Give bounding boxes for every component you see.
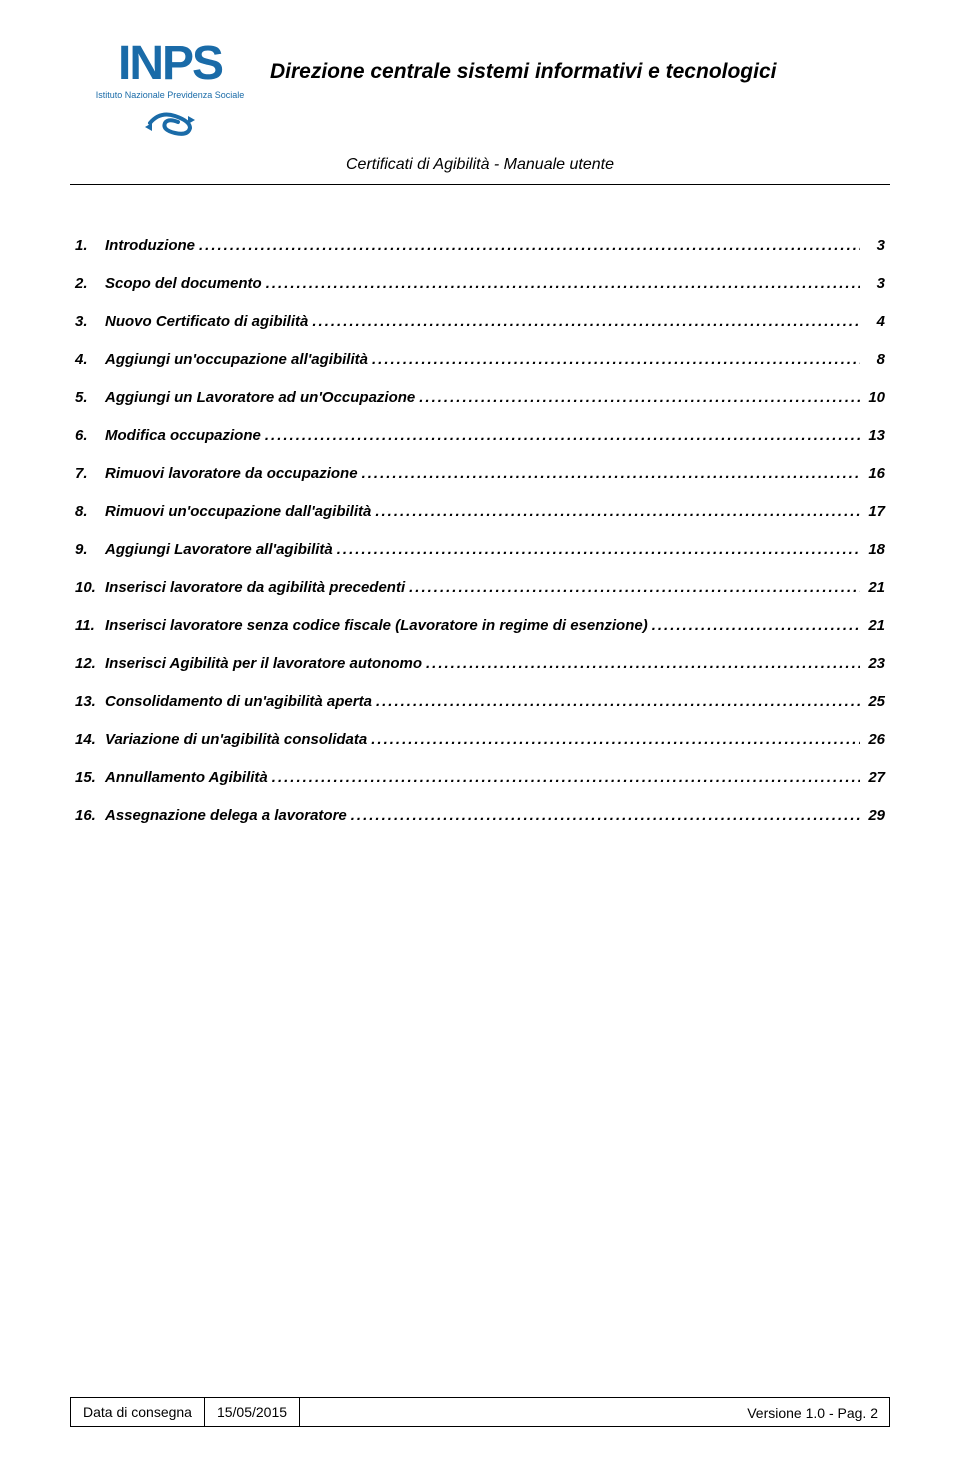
toc-title: Consolidamento di un'agibilità aperta [105, 691, 372, 712]
toc-number: 8. [75, 501, 105, 522]
toc-page: 21 [860, 615, 885, 636]
toc-page: 3 [860, 273, 885, 294]
toc-dots [415, 387, 860, 408]
toc-number: 16. [75, 805, 105, 826]
toc-entry: 2. Scopo del documento 3 [75, 273, 885, 294]
toc-entry: 5. Aggiungi un Lavoratore ad un'Occupazi… [75, 387, 885, 408]
toc-dots [405, 577, 860, 598]
toc-number: 4. [75, 349, 105, 370]
toc-dots [368, 349, 860, 370]
toc-number: 1. [75, 235, 105, 256]
toc-title: Scopo del documento [105, 273, 262, 294]
toc-page: 21 [860, 577, 885, 598]
toc-dots [422, 653, 860, 674]
page-header: INPS Istituto Nazionale Previdenza Socia… [70, 40, 890, 141]
toc-page: 27 [860, 767, 885, 788]
toc-number: 3. [75, 311, 105, 332]
document-subtitle: Certificati di Agibilità - Manuale utent… [70, 156, 890, 174]
toc-page: 29 [860, 805, 885, 826]
toc-dots [195, 235, 860, 256]
toc-title: Aggiungi un'occupazione all'agibilità [105, 349, 368, 370]
toc-title: Variazione di un'agibilità consolidata [105, 729, 367, 750]
table-of-contents: 1. Introduzione 3 2. Scopo del documento… [70, 235, 890, 826]
toc-number: 6. [75, 425, 105, 446]
toc-entry: 13. Consolidamento di un'agibilità apert… [75, 691, 885, 712]
toc-dots [367, 729, 860, 750]
footer-date: 15/05/2015 [205, 1398, 300, 1426]
toc-page: 16 [860, 463, 885, 484]
toc-number: 7. [75, 463, 105, 484]
toc-dots [371, 501, 860, 522]
toc-dots [268, 767, 860, 788]
toc-title: Nuovo Certificato di agibilità [105, 311, 308, 332]
toc-number: 15. [75, 767, 105, 788]
toc-page: 25 [860, 691, 885, 712]
toc-entry: 3. Nuovo Certificato di agibilità 4 [75, 311, 885, 332]
toc-entry: 14. Variazione di un'agibilità consolida… [75, 729, 885, 750]
toc-entry: 6. Modifica occupazione 13 [75, 425, 885, 446]
toc-number: 14. [75, 729, 105, 750]
toc-entry: 10. Inserisci lavoratore da agibilità pr… [75, 577, 885, 598]
toc-title: Modifica occupazione [105, 425, 261, 446]
toc-page: 10 [860, 387, 885, 408]
toc-page: 18 [860, 539, 885, 560]
toc-title: Annullamento Agibilità [105, 767, 268, 788]
toc-page: 3 [860, 235, 885, 256]
toc-number: 11. [75, 615, 105, 636]
toc-page: 8 [860, 349, 885, 370]
toc-title: Rimuovi lavoratore da occupazione [105, 463, 358, 484]
toc-title: Aggiungi Lavoratore all'agibilità [105, 539, 333, 560]
logo-swirl-icon [140, 106, 200, 141]
toc-number: 9. [75, 539, 105, 560]
toc-title: Aggiungi un Lavoratore ad un'Occupazione [105, 387, 415, 408]
toc-entry: 9. Aggiungi Lavoratore all'agibilità 18 [75, 539, 885, 560]
toc-page: 23 [860, 653, 885, 674]
toc-page: 26 [860, 729, 885, 750]
logo-subtitle: Istituto Nazionale Previdenza Sociale [96, 90, 245, 100]
toc-entry: 11. Inserisci lavoratore senza codice fi… [75, 615, 885, 636]
toc-page: 4 [860, 311, 885, 332]
header-divider [70, 184, 890, 185]
toc-dots [261, 425, 860, 446]
document-page: INPS Istituto Nazionale Previdenza Socia… [0, 0, 960, 1462]
toc-entry: 15. Annullamento Agibilità 27 [75, 767, 885, 788]
logo-container: INPS Istituto Nazionale Previdenza Socia… [70, 40, 270, 141]
page-footer: Data di consegna 15/05/2015 Versione 1.0… [70, 1397, 890, 1427]
toc-dots [347, 805, 860, 826]
toc-page: 13 [860, 425, 885, 446]
toc-number: 2. [75, 273, 105, 294]
toc-title: Assegnazione delega a lavoratore [105, 805, 347, 826]
toc-entry: 8. Rimuovi un'occupazione dall'agibilità… [75, 501, 885, 522]
toc-number: 5. [75, 387, 105, 408]
toc-title: Introduzione [105, 235, 195, 256]
logo-text: INPS [118, 40, 222, 88]
toc-entry: 1. Introduzione 3 [75, 235, 885, 256]
toc-entry: 12. Inserisci Agibilità per il lavorator… [75, 653, 885, 674]
toc-number: 10. [75, 577, 105, 598]
toc-title: Inserisci lavoratore senza codice fiscal… [105, 615, 648, 636]
footer-label: Data di consegna [71, 1398, 205, 1426]
toc-number: 12. [75, 653, 105, 674]
toc-dots [648, 615, 860, 636]
toc-title: Rimuovi un'occupazione dall'agibilità [105, 501, 371, 522]
toc-title: Inserisci Agibilità per il lavoratore au… [105, 653, 422, 674]
toc-dots [372, 691, 860, 712]
toc-page: 17 [860, 501, 885, 522]
toc-entry: 16. Assegnazione delega a lavoratore 29 [75, 805, 885, 826]
toc-dots [358, 463, 860, 484]
toc-entry: 7. Rimuovi lavoratore da occupazione 16 [75, 463, 885, 484]
toc-entry: 4. Aggiungi un'occupazione all'agibilità… [75, 349, 885, 370]
toc-dots [333, 539, 860, 560]
toc-number: 13. [75, 691, 105, 712]
toc-dots [262, 273, 860, 294]
footer-version: Versione 1.0 - Pag. 2 [747, 1405, 878, 1421]
toc-title: Inserisci lavoratore da agibilità preced… [105, 577, 405, 598]
toc-dots [308, 311, 860, 332]
header-title: Direzione centrale sistemi informativi e… [270, 40, 890, 84]
